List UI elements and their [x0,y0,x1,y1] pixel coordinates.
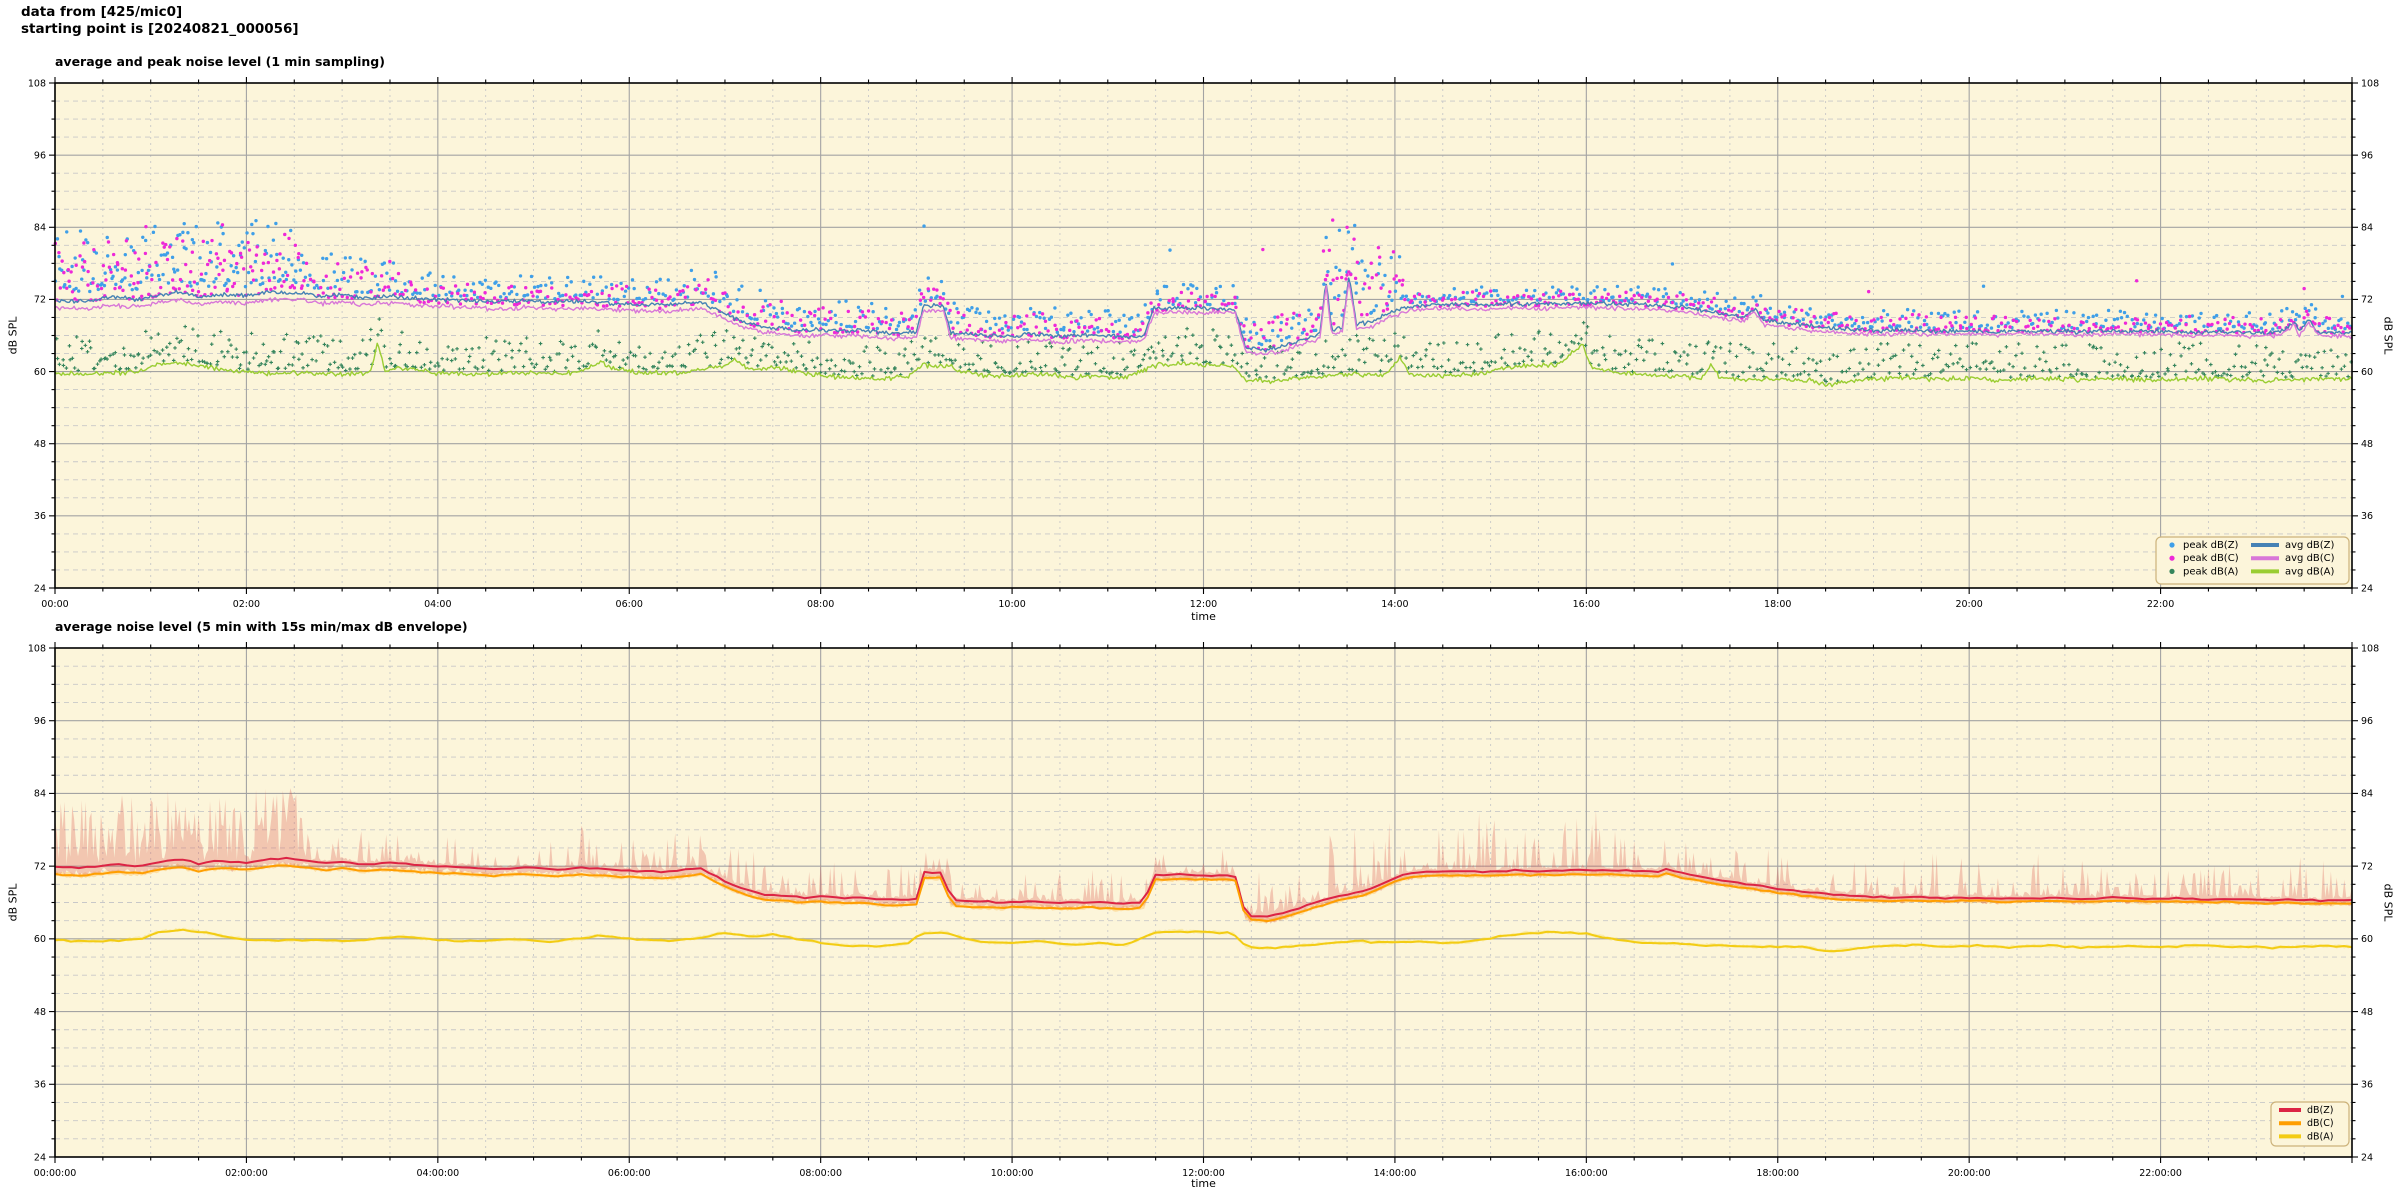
svg-text:48: 48 [34,1007,46,1018]
chart1-ticks [49,77,2358,594]
svg-text:24: 24 [2361,583,2373,594]
legend-label: dB(C) [2307,1118,2334,1129]
svg-text:00:00:00: 00:00:00 [34,1168,77,1179]
header-start-line: starting point is [20240821_000056] [21,21,299,37]
chart1-title: average and peak noise level (1 min samp… [55,54,385,69]
svg-text:20:00: 20:00 [1955,599,1982,610]
chart1-line-avg-db-a- [54,342,2353,388]
chart1-scatter-peak-db-c- [53,218,2352,352]
svg-text:96: 96 [34,150,46,161]
chart2-line-db-z- [54,856,2353,918]
svg-text:10:00:00: 10:00:00 [991,1168,1034,1179]
svg-text:06:00: 06:00 [616,599,643,610]
chart1-tick-labels: 24 24 36 36 48 48 60 60 72 72 84 84 96 96 108 108 00:00 0… [28,78,2379,610]
svg-text:48: 48 [2361,1007,2373,1018]
svg-text:84: 84 [34,789,46,800]
chart2-xlabel: time [1191,1177,1216,1190]
svg-text:22:00:00: 22:00:00 [2139,1168,2182,1179]
chart2-line-db-a- [54,928,2353,953]
chart2-ticks [49,642,2358,1163]
chart2-tick-labels: 24 24 36 36 48 48 60 60 72 72 84 84 96 96 108 108 00:00:… [28,643,2379,1179]
svg-text:08:00: 08:00 [807,599,834,610]
svg-text:84: 84 [2361,223,2373,234]
chart1-xlabel: time [1191,610,1216,623]
chart2-ylabel-right: dB SPL [2381,883,2395,922]
legend-marker-peak-db-z- [2169,542,2175,548]
svg-text:08:00:00: 08:00:00 [799,1168,842,1179]
legend-label: dB(Z) [2307,1105,2333,1116]
svg-text:96: 96 [2361,150,2373,161]
legend-label: peak dB(C) [2183,553,2239,564]
legend-label: peak dB(A) [2183,566,2239,577]
svg-text:22:00: 22:00 [2147,599,2174,610]
chart1: 24 24 36 36 48 48 60 60 72 72 84 84 96 96 108 108 00:00 0… [28,77,2379,610]
svg-text:72: 72 [34,861,46,872]
svg-text:60: 60 [34,934,46,945]
svg-text:36: 36 [34,1080,46,1091]
svg-text:108: 108 [2361,78,2379,89]
chart1-ylabel-left: dB SPL [6,316,20,355]
svg-text:36: 36 [34,511,46,522]
svg-text:96: 96 [34,716,46,727]
svg-text:48: 48 [2361,439,2373,450]
svg-text:12:00: 12:00 [1190,599,1217,610]
chart1-line-avg-db-z- [55,277,2353,353]
legend-marker-peak-db-a- [2169,568,2175,575]
svg-text:12:00:00: 12:00:00 [1182,1168,1225,1179]
chart2-title: average noise level (5 min with 15s min/… [55,619,468,634]
header-source-line: data from [425/mic0] [21,4,183,20]
svg-text:84: 84 [2361,789,2373,800]
legend-label: dB(A) [2307,1131,2333,1142]
svg-text:02:00: 02:00 [233,599,260,610]
chart2-ylabel-left: dB SPL [6,883,20,922]
svg-text:16:00:00: 16:00:00 [1565,1168,1608,1179]
legend-label: peak dB(Z) [2183,540,2239,551]
svg-text:16:00: 16:00 [1573,599,1600,610]
svg-text:04:00: 04:00 [424,599,451,610]
svg-text:04:00:00: 04:00:00 [416,1168,459,1179]
svg-text:10:00: 10:00 [998,599,1025,610]
svg-text:108: 108 [2361,643,2379,654]
svg-text:14:00:00: 14:00:00 [1374,1168,1417,1179]
svg-text:24: 24 [2361,1152,2373,1163]
svg-text:02:00:00: 02:00:00 [225,1168,268,1179]
svg-text:36: 36 [2361,511,2373,522]
legend-label: avg dB(C) [2285,553,2335,564]
svg-text:108: 108 [28,643,46,654]
chart1-line-avg-db-c- [54,282,2353,356]
chart1-scatter-peak-db-z- [53,218,2352,347]
svg-text:96: 96 [2361,716,2373,727]
svg-text:24: 24 [34,583,46,594]
svg-text:00:00: 00:00 [41,599,68,610]
svg-text:18:00: 18:00 [1764,599,1791,610]
legend-label: avg dB(A) [2285,566,2335,577]
svg-text:108: 108 [28,78,46,89]
chart2: 24 24 36 36 48 48 60 60 72 72 84 84 96 96 108 108 00:00:… [28,642,2379,1179]
chart1-legend: peak dB(Z) avg dB(Z) peak dB(C) avg dB(C) pe… [2155,536,2350,585]
svg-text:60: 60 [2361,367,2373,378]
svg-text:24: 24 [34,1152,46,1163]
legend-marker-peak-db-c- [2169,555,2175,561]
svg-text:60: 60 [34,367,46,378]
svg-text:06:00:00: 06:00:00 [608,1168,651,1179]
svg-text:72: 72 [34,295,46,306]
chart2-legend: dB(Z) dB(C) dB(A) [2270,1101,2350,1147]
svg-text:72: 72 [2361,861,2373,872]
svg-text:14:00: 14:00 [1381,599,1408,610]
svg-text:36: 36 [2361,1080,2373,1091]
legend-label: avg dB(Z) [2285,540,2335,551]
chart2-line-db-c- [54,864,2352,923]
svg-text:60: 60 [2361,934,2373,945]
svg-text:84: 84 [34,223,46,234]
svg-text:48: 48 [34,439,46,450]
svg-text:72: 72 [2361,295,2373,306]
svg-text:20:00:00: 20:00:00 [1948,1168,1991,1179]
chart1-ylabel-right: dB SPL [2381,316,2395,355]
chart1-scatter-peak-db-a- [54,317,2353,384]
svg-text:18:00:00: 18:00:00 [1756,1168,1799,1179]
